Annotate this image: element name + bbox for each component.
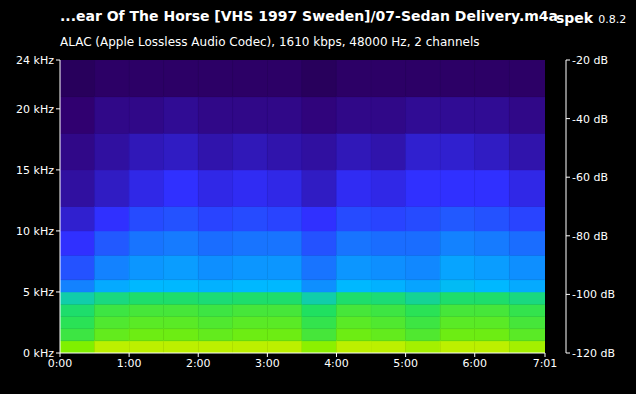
- svg-text:0 kHz: 0 kHz: [23, 347, 54, 360]
- svg-text:6:00: 6:00: [462, 357, 487, 370]
- svg-text:0:00: 0:00: [47, 356, 73, 370]
- svg-text:-60 dB: -60 dB: [572, 171, 608, 184]
- svg-text:10 kHz: 10 kHz: [16, 225, 54, 238]
- svg-text:-80 dB: -80 dB: [572, 230, 608, 243]
- svg-text:5 kHz: 5 kHz: [23, 286, 54, 299]
- svg-text:15 kHz: 15 kHz: [16, 164, 54, 177]
- svg-text:3:00: 3:00: [255, 357, 280, 370]
- svg-text:7:01: 7:01: [533, 357, 558, 370]
- svg-text:4:00: 4:00: [324, 357, 349, 370]
- html-text:ALAC (Apple Lossless Audio Cod: ALAC (Apple Lossless Audio Codec), 1610 …: [60, 35, 480, 49]
- svg-text:24 kHz: 24 kHz: [16, 54, 54, 67]
- svg-text:20 kHz: 20 kHz: [16, 103, 54, 116]
- svg-text:2:00: 2:00: [186, 357, 211, 370]
- svg-text:-20 dB: -20 dB: [572, 54, 608, 67]
- html-text:...ear Of The Horse [VHS 1997: ...ear Of The Horse [VHS 1997 Sweden]/07…: [60, 8, 627, 26]
- svg-text:5:00: 5:00: [393, 357, 418, 370]
- svg-text:-40 dB: -40 dB: [572, 113, 608, 126]
- svg-text:-100 dB: -100 dB: [572, 288, 615, 301]
- svg-text:1:00: 1:00: [117, 357, 142, 370]
- svg-text:-120 dB: -120 dB: [572, 347, 615, 360]
